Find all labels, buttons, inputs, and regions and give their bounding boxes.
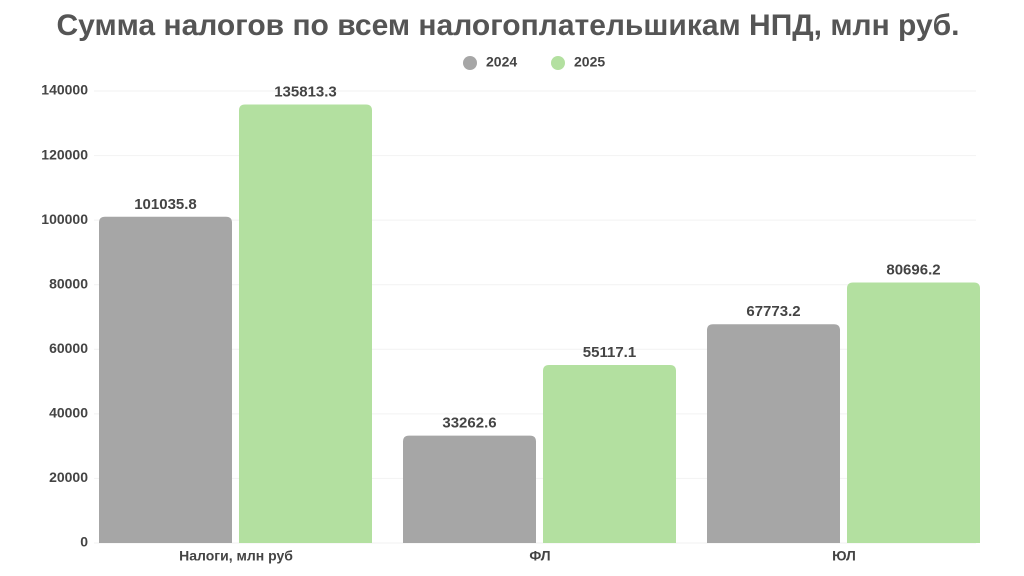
value-label: 67773.2 (746, 303, 800, 320)
y-tick-label: 20000 (49, 469, 88, 485)
y-tick-label: 60000 (49, 340, 88, 356)
y-tick-label: 120000 (41, 146, 88, 162)
value-label: 55117.1 (583, 344, 636, 361)
legend-swatch (551, 56, 565, 70)
bar (239, 104, 372, 543)
x-tick-label: Налоги, млн руб (179, 548, 293, 564)
bar (847, 282, 980, 543)
chart-title: Сумма налогов по всем налогоплательшикам… (56, 9, 959, 42)
y-tick-label: 80000 (49, 275, 88, 291)
x-tick-label: ЮЛ (832, 548, 856, 564)
y-tick-label: 0 (80, 534, 88, 550)
legend-swatch (463, 56, 477, 70)
bar (403, 435, 536, 543)
y-tick-label: 40000 (49, 405, 88, 421)
bar (99, 216, 232, 543)
bar (543, 365, 676, 543)
value-label: 80696.2 (886, 261, 940, 278)
bar (707, 324, 840, 543)
legend-label: 2025 (574, 54, 605, 70)
y-tick-label: 140000 (41, 82, 88, 98)
value-label: 101035.8 (134, 196, 197, 213)
value-label: 33262.6 (442, 415, 496, 432)
legend-label: 2024 (486, 54, 517, 70)
y-tick-label: 100000 (41, 211, 88, 227)
value-label: 135813.3 (274, 83, 337, 100)
x-tick-label: ФЛ (529, 548, 550, 564)
